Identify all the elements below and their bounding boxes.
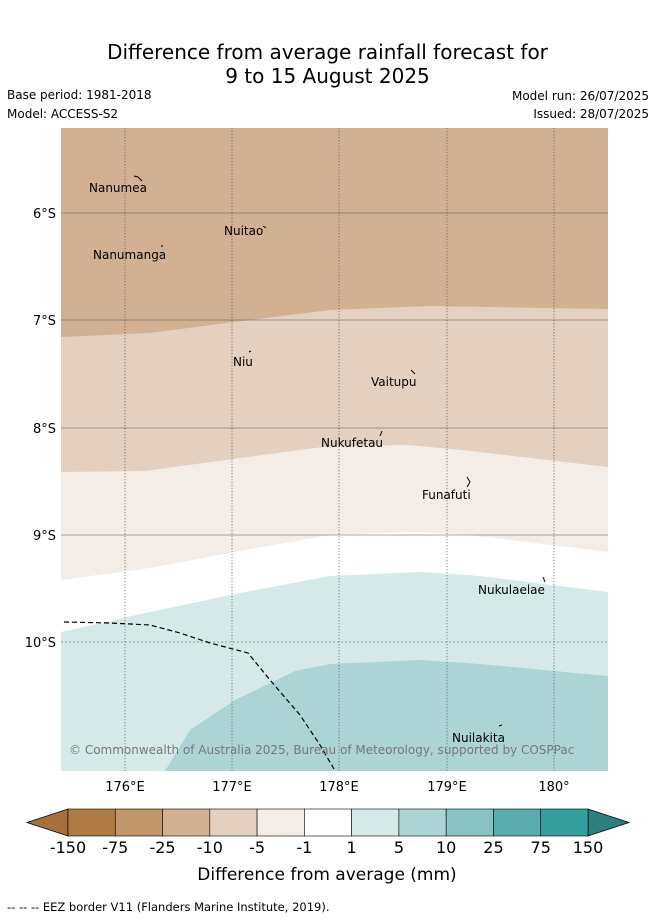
colorbar-extend-high	[587, 808, 631, 837]
colorbar-tick-label: -75	[102, 838, 128, 857]
place-label-nukulaelae: Nukulaelae	[478, 583, 545, 597]
island-nuilakita	[498, 724, 503, 727]
latitude-gridlines	[61, 212, 608, 643]
colorbar-tick-label: 10	[436, 838, 456, 857]
title-line-1: Difference from average rainfall forecas…	[107, 40, 548, 64]
colorbar-segment	[256, 808, 305, 837]
island-niu	[248, 350, 252, 353]
place-label-vaitupu: Vaitupu	[371, 375, 417, 389]
colorbar-segment	[351, 808, 400, 837]
colorbar: -150 -75 -25 -10 -5 -1 1 5 10 25 75 150 Difference …	[25, 808, 631, 885]
lon-tick-label: 178°E	[319, 780, 359, 795]
island-nukufetau	[379, 430, 383, 437]
band-5-to-10	[165, 660, 608, 771]
copyright-notice: © Commonwealth of Australia 2025, Bureau…	[69, 743, 574, 757]
colorbar-segment	[540, 808, 589, 837]
colorbar-segment	[114, 808, 163, 837]
model-run: Model run: 26/07/2025	[511, 89, 649, 103]
eez-border	[63, 621, 335, 770]
model-name: Model: ACCESS-S2	[7, 107, 119, 121]
colorbar-tick-label: -10	[197, 838, 223, 857]
map-title: Difference from average rainfall forecas…	[0, 40, 655, 88]
colorbar-tick-label: 75	[531, 838, 551, 857]
lon-tick-label: 177°E	[212, 780, 252, 795]
island-nukulaelae	[542, 576, 546, 583]
colorbar-tick-label: 25	[483, 838, 503, 857]
place-label-nanumanga: Nanumanga	[93, 248, 166, 262]
base-period: Base period: 1981-2018	[7, 88, 152, 102]
place-label-niu: Niu	[233, 355, 253, 369]
colorbar-tick-label: -5	[249, 838, 265, 857]
colorbar-tick-label: 150	[573, 838, 604, 857]
issued-date: Issued: 28/07/2025	[533, 107, 649, 121]
colorbar-segment	[398, 808, 447, 837]
island-outlines	[133, 175, 546, 727]
lon-tick-label: 176°E	[105, 780, 145, 795]
lat-tick-label: 6°S	[33, 207, 56, 222]
colorbar-tick-label: -25	[149, 838, 175, 857]
longitude-gridlines	[124, 128, 555, 771]
colorbar-tick-label: 1	[347, 838, 357, 857]
rainfall-map: Nanumea Nuitao Nanumanga Niu Vaitupu Nuk…	[61, 128, 608, 771]
colorbar-segment	[67, 808, 116, 837]
place-label-nuilakita: Nuilakita	[452, 731, 505, 745]
colorbar-tick-label: 5	[394, 838, 404, 857]
island-nuitao	[262, 225, 267, 229]
colorbar-tick-label: -1	[296, 838, 312, 857]
longitude-axis: 176°E 177°E 178°E 179°E 180°	[105, 780, 569, 795]
eez-border-legend: -- -- -- EEZ border V11 (Flanders Marine…	[7, 900, 330, 914]
place-label-nukufetau: Nukufetau	[321, 436, 383, 450]
lat-tick-label: 7°S	[33, 314, 56, 329]
lat-tick-label: 9°S	[33, 529, 56, 544]
map-figure: Nanumea Nuitao Nanumanga Niu Vaitupu Nuk…	[25, 128, 631, 885]
place-label-funafuti: Funafuti	[422, 488, 471, 502]
colorbar-segment	[493, 808, 542, 837]
island-vaitupu	[410, 369, 416, 375]
latitude-axis: 6°S 7°S 8°S 9°S 10°S	[25, 207, 56, 651]
colorbar-segment	[445, 808, 494, 837]
island-funafuti	[466, 476, 471, 488]
island-nanumea	[133, 175, 143, 182]
lon-tick-label: 180°	[538, 780, 569, 795]
place-label-nuitao: Nuitao	[224, 224, 263, 238]
colorbar-tick-label: -150	[50, 838, 86, 857]
lon-tick-label: 179°E	[427, 780, 467, 795]
colorbar-segment	[304, 808, 352, 837]
colorbar-segment	[209, 808, 258, 837]
lat-tick-label: 10°S	[25, 636, 56, 651]
lat-tick-label: 8°S	[33, 422, 56, 437]
place-label-nanumea: Nanumea	[89, 181, 147, 195]
title-line-2: 9 to 15 August 2025	[225, 64, 430, 88]
colorbar-label: Difference from average (mm)	[197, 865, 456, 885]
colorbar-segment	[162, 808, 211, 837]
colorbar-extend-low	[25, 808, 69, 837]
